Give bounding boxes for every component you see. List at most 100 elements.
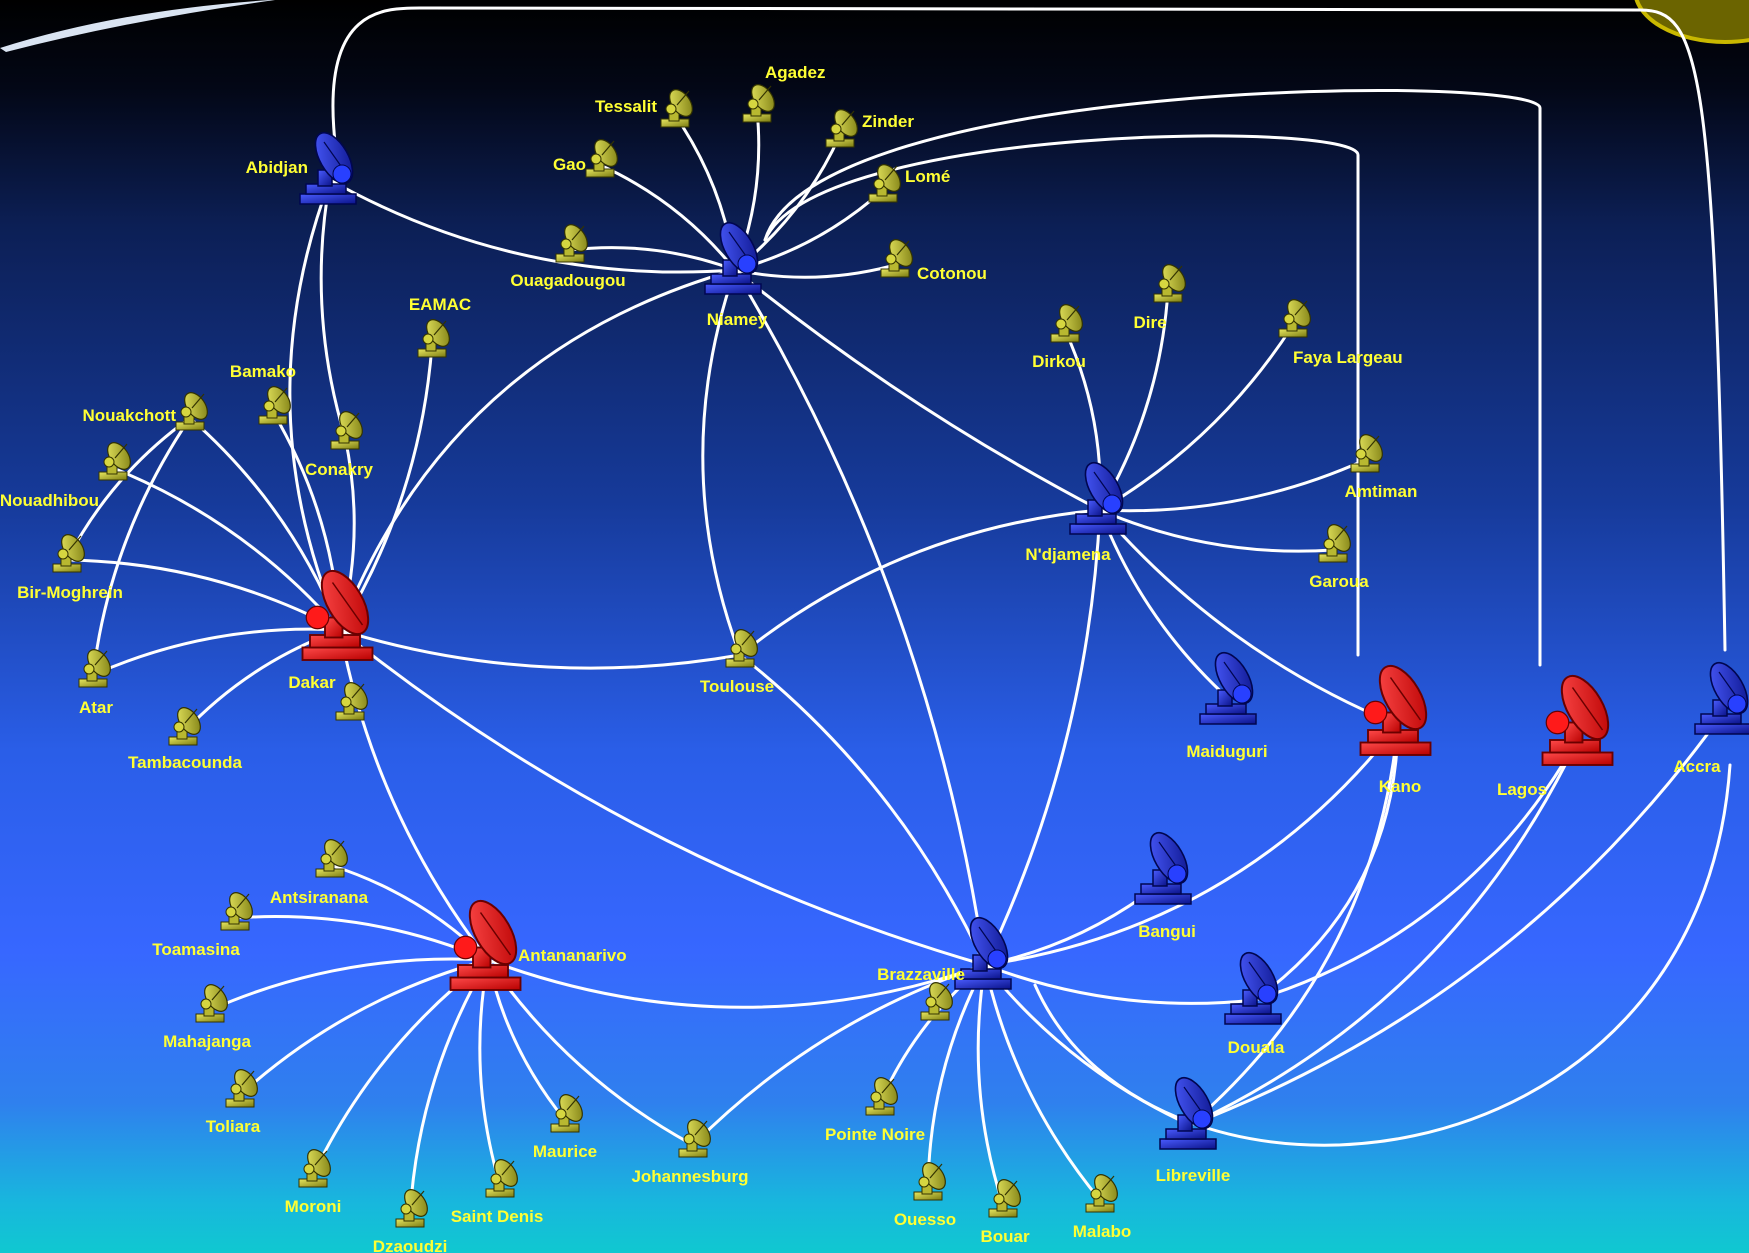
station-maiduguri <box>1199 651 1257 725</box>
link-brazzaville-douala <box>983 963 1257 1005</box>
link-lagos-libreville <box>1188 733 1582 1127</box>
label-ouagadougou: Ouagadougou <box>510 271 625 290</box>
station-dzaoudzi <box>395 1189 428 1228</box>
label-conakry: Conakry <box>305 460 374 479</box>
label-atar: Atar <box>79 698 113 717</box>
label-birmoghrein: Bir-Moghrein <box>17 583 123 602</box>
label-amtiman: Amtiman <box>1345 482 1418 501</box>
station-malabo <box>1085 1174 1118 1213</box>
station-kano <box>1359 664 1432 756</box>
label-agadez: Agadez <box>765 63 825 82</box>
label-ouesso: Ouesso <box>894 1210 956 1229</box>
label-cotonou: Cotonou <box>917 264 987 283</box>
link-niamey-ouagadougou <box>568 246 737 272</box>
label-gao: Gao <box>553 155 586 174</box>
station-mahajanga <box>195 984 228 1023</box>
link-kano-douala <box>1253 723 1400 1002</box>
label-maiduguri: Maiduguri <box>1186 742 1267 761</box>
links-layer <box>65 6 1732 1217</box>
station-lome <box>868 164 901 203</box>
link-niamey-cotonou <box>733 263 897 279</box>
station-tambacounda <box>168 707 201 746</box>
link-niamey-dakar <box>338 268 737 632</box>
stations-layer <box>52 84 1749 1228</box>
label-dzaoudzi: Dzaoudzi <box>373 1237 448 1253</box>
link-niamey-kano <box>763 134 1360 657</box>
label-tessalit: Tessalit <box>595 97 657 116</box>
label-dire: Dire <box>1133 313 1166 332</box>
station-garoua <box>1318 524 1351 563</box>
station-moroni <box>298 1149 331 1188</box>
link-brazzaville-libreville <box>983 963 1192 1127</box>
link-accra-libreville <box>1188 708 1727 1127</box>
station-amtiman <box>1350 434 1383 473</box>
link-ndjamena-maiduguri <box>1098 508 1232 702</box>
link-brazzaville-bouar <box>976 963 1005 1207</box>
station-zinder <box>825 109 858 148</box>
link-dakar-atar <box>91 627 342 677</box>
link-dakar-toulouse <box>338 628 742 670</box>
label-zinder: Zinder <box>862 112 914 131</box>
link-brazzaville-johannesburg <box>691 963 987 1147</box>
station-dire <box>1153 264 1186 303</box>
label-bouar: Bouar <box>980 1227 1030 1246</box>
label-saintdenis: Saint Denis <box>451 1207 544 1226</box>
label-abidjan: Abidjan <box>246 158 308 177</box>
link-niamey-brazzaville <box>733 268 987 967</box>
station-douala <box>1224 951 1282 1025</box>
link-abidjan-accra <box>331 6 1727 652</box>
station-pointenoire <box>865 1077 898 1116</box>
station-ouesso <box>913 1162 946 1201</box>
station-accra <box>1694 661 1749 735</box>
station-toulouse <box>725 629 758 668</box>
label-lagos: Lagos <box>1497 780 1547 799</box>
link-ndjamena-brazzaville <box>983 508 1102 967</box>
link-antananarivo-toamasina <box>233 915 490 962</box>
station-conakry <box>330 411 363 450</box>
label-toulouse: Toulouse <box>700 677 774 696</box>
station-tessalit <box>660 89 693 128</box>
station-toliara <box>225 1069 258 1108</box>
station-antananarivo <box>449 899 522 991</box>
station-niamey <box>704 221 762 295</box>
label-nouakchott: Nouakchott <box>83 406 177 425</box>
label-garoua: Garoua <box>1309 572 1369 591</box>
link-ndjamena-toulouse <box>738 508 1102 657</box>
station-dakar <box>301 569 374 661</box>
link-brazzaville-accra <box>1033 763 1732 1147</box>
link-niamey-gao <box>598 163 737 272</box>
label-pointenoire: Pointe Noire <box>825 1125 925 1144</box>
station-cotonou <box>880 239 913 278</box>
label-faya: Faya Largeau <box>1293 348 1403 367</box>
link-abidjan-niamey <box>328 178 737 274</box>
link-niamey-ndjamena <box>733 268 1102 512</box>
station-agadez <box>742 84 775 123</box>
label-bamako: Bamako <box>230 362 296 381</box>
station-nouakchott <box>175 392 208 431</box>
station-dakar2 <box>335 682 368 721</box>
label-eamac: EAMAC <box>409 295 471 314</box>
label-toliara: Toliara <box>206 1117 261 1136</box>
label-accra: Accra <box>1673 757 1721 776</box>
link-antananarivo-dzaoudzi <box>408 958 490 1217</box>
label-tambacounda: Tambacounda <box>128 753 243 772</box>
link-brazzaville-ouesso <box>926 963 987 1190</box>
label-lome: Lomé <box>905 167 950 186</box>
link-lagos-douala <box>1253 733 1582 1002</box>
label-antananarivo: Antananarivo <box>518 946 627 965</box>
station-saintdenis <box>485 1159 518 1198</box>
station-lagos <box>1541 674 1614 766</box>
link-ndjamena-faya <box>1098 323 1295 512</box>
link-antananarivo-toliara <box>238 958 490 1097</box>
link-dakar-antananarivo <box>338 628 490 962</box>
label-mahajanga: Mahajanga <box>163 1032 251 1051</box>
station-birmoghrein <box>52 534 85 573</box>
station-ndjamena <box>1069 461 1127 535</box>
label-moroni: Moroni <box>285 1197 342 1216</box>
label-bangui: Bangui <box>1138 922 1196 941</box>
labels-layer: Abidjan Niamey N'djamena Dakar Antananarivo B… <box>0 63 1721 1253</box>
station-toamasina <box>220 892 253 931</box>
link-niamey-lagos <box>763 88 1542 667</box>
label-kano: Kano <box>1379 777 1422 796</box>
